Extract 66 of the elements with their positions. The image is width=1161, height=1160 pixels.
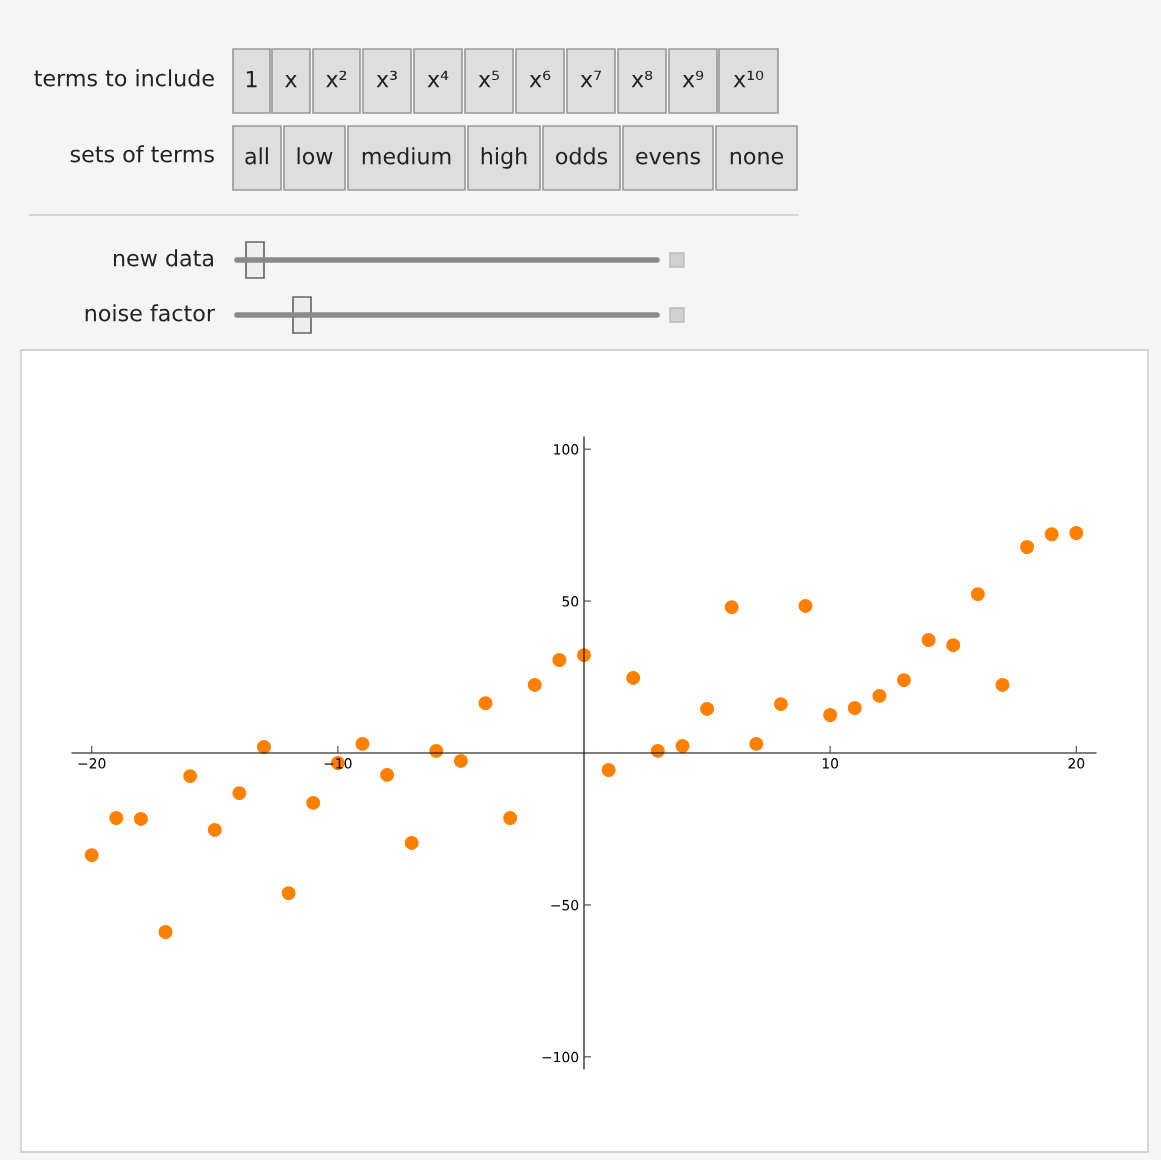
x-tick-label: 20 [1068,758,1085,769]
point [675,739,690,753]
point [823,708,838,722]
text: all [245,147,268,165]
text: odds [556,147,608,165]
point [847,701,862,715]
point [724,600,739,615]
point [453,753,468,768]
text: evens [636,151,700,165]
text: noise factor [85,304,215,322]
text: sets of terms [70,145,214,163]
text: medium [362,147,451,165]
point [1020,540,1035,554]
point [970,587,985,602]
point [1044,527,1059,542]
text: x⁶ [529,70,551,88]
point [995,677,1010,692]
text: x⁷ [580,70,601,88]
point [404,835,419,850]
point [552,653,567,667]
text: x¹⁰ [733,70,764,88]
text: x⁸ [631,70,653,88]
text: x³ [376,70,397,88]
point [1069,526,1084,540]
x-tick-label: −20 [78,758,106,769]
point [897,673,911,688]
y-tick-label: −50 [551,899,579,911]
text: x⁴ [427,70,449,88]
text: terms to include [34,69,214,87]
point [773,697,788,712]
point [281,886,296,901]
text: new data [113,249,213,267]
point [306,795,321,810]
point [946,638,961,653]
point [749,736,764,751]
text: x⁹ [682,70,704,88]
point [355,736,370,751]
text: 1 [246,70,257,88]
point [601,763,616,777]
point [183,769,198,784]
point [84,848,99,863]
point [872,688,887,703]
point [232,786,247,801]
point [527,677,542,692]
y-tick-label: 100 [554,444,579,455]
point [503,811,518,825]
point [478,696,493,711]
y-tick-label: 50 [562,596,579,607]
point [921,633,936,647]
text: x [285,74,297,88]
text: x⁵ [478,70,499,88]
text: low [297,147,333,165]
text: none [730,151,784,165]
text: x² [326,70,347,88]
point [798,598,813,613]
point [207,822,222,837]
point [158,925,173,939]
point [133,811,148,826]
point [380,767,395,782]
point [626,671,641,685]
y-tick-label: −100 [542,1051,579,1063]
point [109,811,124,825]
text: high [481,147,527,169]
point [700,702,715,716]
x-tick-label: 10 [822,758,839,769]
point [257,739,271,754]
